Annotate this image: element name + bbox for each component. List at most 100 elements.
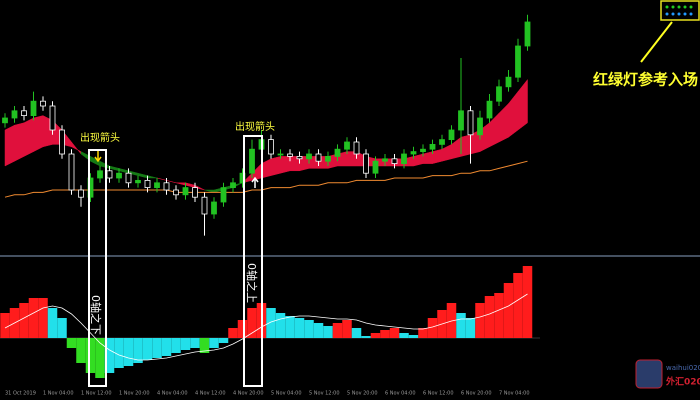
candle-body	[391, 158, 398, 165]
candle-body	[467, 110, 474, 136]
histogram-bar	[389, 328, 400, 338]
histogram-bar	[152, 338, 162, 358]
candle-body	[268, 139, 274, 155]
histogram-bar	[114, 338, 124, 368]
histogram-bar	[323, 326, 333, 338]
histogram-bar	[399, 333, 409, 338]
annotation: 出现箭头	[235, 120, 275, 133]
candle-body	[448, 129, 455, 140]
histogram-bar	[190, 338, 200, 348]
ribbon-segment	[432, 148, 443, 164]
candle-body	[306, 153, 312, 160]
candle-body	[59, 129, 65, 155]
ribbon-segment	[517, 78, 528, 131]
histogram-bar	[446, 303, 457, 338]
histogram-bar	[161, 338, 172, 356]
candle-body	[21, 110, 27, 117]
ribbon-segment	[280, 156, 291, 174]
histogram-bar	[313, 323, 324, 338]
histogram-bar	[95, 338, 105, 378]
x-tick-label: 5 Nov 20:00	[347, 391, 378, 397]
arrow-up	[251, 176, 259, 188]
candle-body	[106, 170, 113, 179]
candle-body	[201, 196, 208, 215]
candle-body	[68, 153, 75, 191]
marks	[0, 14, 533, 378]
histogram-bar	[209, 338, 219, 348]
candle-body	[192, 187, 198, 198]
candle-body	[249, 148, 255, 174]
candle-body	[144, 179, 151, 188]
candle-body	[2, 117, 8, 124]
x-tick-label: 5 Nov 04:00	[271, 391, 302, 397]
histogram-bar	[351, 328, 362, 338]
ribbon-segment	[413, 153, 424, 167]
histogram-bar	[123, 338, 134, 366]
ribbon-segment	[270, 156, 281, 176]
histogram-bar	[275, 313, 286, 338]
x-tick-label: 4 Nov 20:00	[233, 391, 264, 397]
candle-body	[363, 153, 369, 174]
histogram-bar	[218, 338, 229, 343]
watermark: 外汇020	[665, 376, 700, 388]
candle-body	[344, 141, 350, 150]
x-tick-label: 6 Nov 04:00	[385, 391, 416, 397]
candle-body	[505, 76, 512, 88]
histogram-bar	[285, 316, 295, 338]
candle-body	[97, 170, 103, 179]
x-tick-label: 31 Oct 2019	[5, 391, 36, 397]
histogram-bar	[228, 328, 238, 338]
candle-body	[439, 139, 445, 145]
candle-body	[116, 172, 122, 179]
candle-body	[401, 153, 407, 165]
candle-body	[287, 153, 293, 157]
histogram-bar	[38, 298, 48, 338]
candle-body	[30, 100, 37, 116]
annotation: 红绿灯参考入场	[593, 71, 698, 89]
histogram-bar	[427, 318, 438, 338]
histogram-bar	[237, 320, 248, 338]
watermark-logo	[635, 359, 663, 389]
histogram-bar	[456, 313, 466, 338]
watermark: waihui020	[666, 364, 700, 372]
histogram-bar	[171, 338, 181, 353]
histogram-bar	[47, 308, 58, 338]
candle-body	[211, 201, 217, 215]
candle-body	[182, 187, 189, 196]
candle-body	[315, 153, 322, 162]
histogram-bar	[370, 333, 381, 338]
histogram-bar	[266, 308, 276, 338]
x-tick-label: 4 Nov 04:00	[157, 391, 188, 397]
histogram-bar	[28, 298, 39, 338]
ribbon-segment	[14, 122, 25, 162]
highlight-box	[88, 149, 107, 387]
candle-body	[496, 86, 502, 102]
x-tick-label: 1 Nov 12:00	[81, 391, 112, 397]
candle-body	[135, 179, 141, 184]
histogram-bar	[332, 323, 343, 338]
candle-body	[173, 189, 179, 196]
signal-box	[660, 0, 700, 21]
x-tick-label: 7 Nov 04:00	[499, 391, 530, 397]
histogram-bar	[199, 338, 210, 353]
x-tick-label: 1 Nov 20:00	[119, 391, 150, 397]
histogram-bar	[342, 320, 352, 338]
candle-body	[296, 155, 303, 160]
histogram-bar	[180, 338, 191, 350]
histogram-bar	[513, 273, 523, 338]
histogram-bar	[19, 303, 29, 338]
histogram-bar	[418, 328, 428, 338]
candle-body	[486, 100, 493, 119]
candle-body	[230, 182, 236, 189]
candle-body	[334, 148, 341, 157]
histogram-bar	[494, 293, 504, 338]
histogram-bar	[247, 308, 257, 338]
candle-body	[325, 155, 331, 162]
histogram-bar	[57, 318, 67, 338]
x-tick-label: 1 Nov 04:00	[43, 391, 74, 397]
candle-body	[353, 141, 360, 155]
x-tick-label: 5 Nov 12:00	[309, 391, 340, 397]
candle-body	[524, 21, 531, 47]
ribbon-segment	[33, 115, 44, 153]
